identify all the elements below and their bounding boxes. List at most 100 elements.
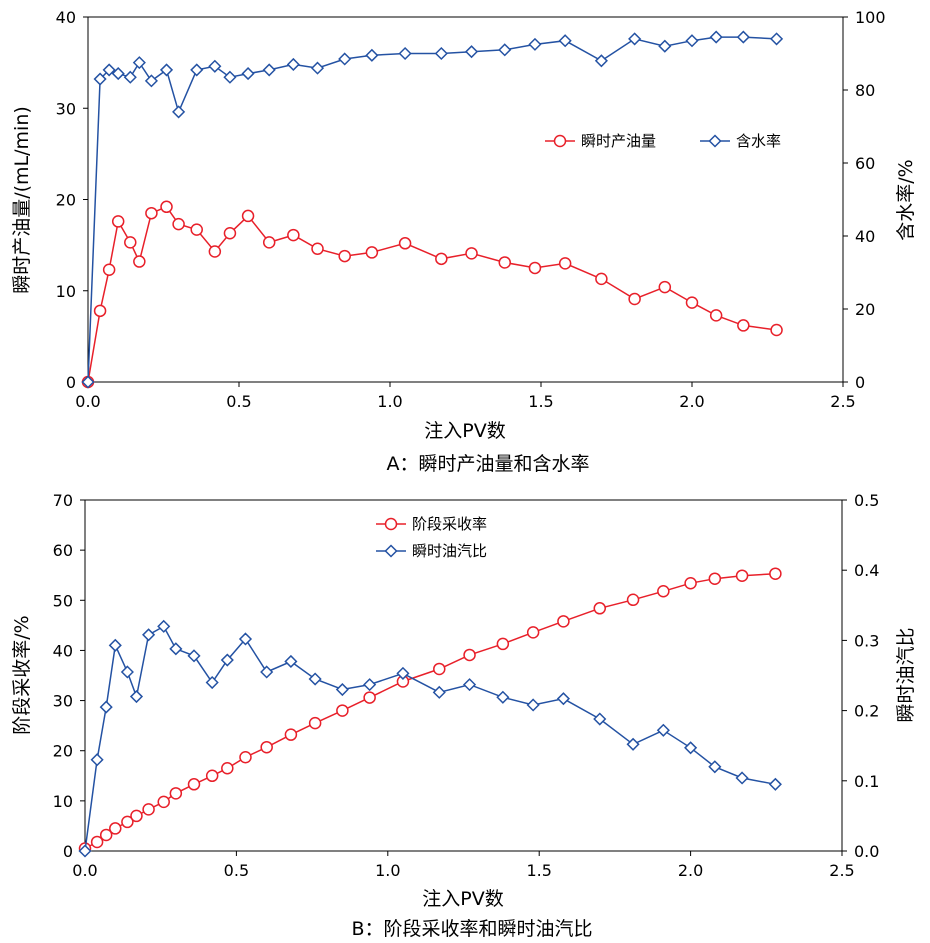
- chart-a-series-1-point: [365, 48, 379, 62]
- chart-b-series-1-point: [205, 675, 219, 690]
- chart-b: 0.0 0.5 1.0 1.5 2.0 2.5 0 10 20 30 40 50 60 70 0.0 0.1 0…: [11, 491, 917, 940]
- chart-a-series-1-point: [310, 61, 325, 75]
- chart-b-series-0-point: [684, 576, 697, 590]
- chart-b-series-1-point: [238, 632, 253, 646]
- chart-b-xtick-label: 1.5: [526, 861, 551, 880]
- chart-a-series-0-point: [133, 255, 146, 268]
- chart-b-xtick-label: 0.5: [224, 861, 249, 880]
- chart-b-series-0-point: [109, 822, 122, 835]
- chart-a-series-0-point: [111, 215, 125, 228]
- chart-b-series-0-point: [526, 626, 540, 639]
- chart-a-series-1-point: [464, 45, 479, 59]
- chart-a-y2tick-label: 60: [855, 154, 875, 173]
- chart-b-caption: B：阶段采收率和瞬时油汽比: [351, 918, 592, 940]
- chart-b-series-1-point: [78, 844, 92, 858]
- chart-a-y2tick-label: 40: [855, 227, 875, 246]
- chart-b-ylabel: 阶段采收率/%: [11, 615, 33, 734]
- chart-b-series-1-point: [220, 653, 234, 667]
- chart-a-series-1-point: [159, 63, 174, 77]
- chart-b-series-1-point: [593, 712, 607, 726]
- chart-a-series-0-point: [287, 228, 300, 242]
- chart-b-series-1-point: [496, 690, 510, 704]
- legend-a-water-cut-marker: [708, 134, 722, 148]
- chart-b-series-1-point: [432, 685, 446, 699]
- chart-b-ytick-label: 70: [53, 491, 73, 510]
- chart-a-series-1-point: [286, 57, 300, 72]
- chart-b-series-1-point: [735, 771, 749, 785]
- chart-b-series-1-point: [142, 628, 156, 642]
- chart-a-series-1-point: [685, 34, 699, 48]
- chart-a-ytick-label: 10: [56, 282, 76, 301]
- chart-a-series-1-point: [262, 63, 276, 77]
- chart-a-series-0-point: [145, 206, 158, 220]
- legend-a-water-cut: 含水率: [700, 132, 781, 150]
- chart-b-y2tick-label: 0.4: [854, 561, 879, 580]
- chart-a-series-0-point: [102, 263, 116, 277]
- legend-b-oil-steam-ratio-label: 瞬时油汽比: [412, 542, 487, 560]
- chart-b-xlabel: 注入PV数: [422, 888, 503, 910]
- chart-b-series-0-point: [626, 593, 640, 607]
- chart-a-series-0-point: [190, 223, 203, 236]
- chart-b-series-0-point: [463, 648, 476, 662]
- legend-a-oil-rate-label: 瞬时产油量: [581, 132, 656, 150]
- chart-b-ytick-label: 40: [53, 641, 73, 660]
- chart-a-ytick-label: 30: [56, 99, 76, 118]
- chart-a-series-1-point: [736, 30, 750, 44]
- chart-b-series-1-point: [129, 689, 144, 704]
- chart-b-series-1-point: [169, 642, 183, 656]
- chart-a-series-0-point: [595, 272, 608, 286]
- chart-a-series-1-point: [709, 30, 723, 44]
- chart-a-series-0-point: [435, 252, 448, 266]
- chart-a-series-0-point: [558, 257, 572, 270]
- chart-b-xtick-label: 2.0: [678, 861, 703, 880]
- chart-b-series-0-point: [308, 716, 322, 730]
- chart-b-series-1-point: [157, 619, 171, 633]
- chart-a-series-0-point: [338, 249, 351, 263]
- chart-a-series-0-point: [737, 319, 750, 332]
- chart-a-series-0-point: [709, 309, 723, 322]
- chart-b-series-0-point: [169, 787, 183, 800]
- chart-a: 0.0 0.5 1.0 1.5 2.0 2.5010203040020406080100 …: [11, 8, 917, 475]
- legend-b-recovery: 阶段采收率: [376, 515, 487, 533]
- chart-a-series-0-point: [311, 242, 324, 256]
- chart-b-series-0-line: [84, 572, 776, 850]
- chart-b-xtick-label: 1.0: [375, 861, 400, 880]
- chart-a-xtick-label: 1.0: [377, 392, 402, 411]
- chart-b-series-0-point: [708, 572, 722, 585]
- chart-b-series-0-point: [205, 769, 219, 783]
- chart-a-xtick-label: 0.5: [226, 392, 251, 411]
- chart-a-xtick-label: 0.0: [75, 392, 100, 411]
- chart-a-series-0-point: [223, 227, 237, 240]
- chart-a-y2label: 含水率/%: [895, 159, 917, 240]
- legend-b-oil-steam-ratio: 瞬时油汽比: [376, 542, 487, 560]
- chart-b-series-1-line: [84, 625, 776, 852]
- chart-a-y2tick-label: 80: [855, 81, 875, 100]
- chart-a-series-0-point: [93, 304, 107, 318]
- chart-b-series-0-point: [99, 828, 113, 842]
- chart-b-series-0-point: [90, 835, 104, 849]
- chart-b-xtick-label: 0.0: [72, 861, 97, 880]
- chart-b-series-0-point: [735, 569, 749, 582]
- chart-b-series-1-point: [684, 741, 698, 755]
- chart-b-y2tick-label: 0.5: [854, 491, 879, 510]
- chart-b-series-0-point: [433, 662, 446, 676]
- chart-a-xtick-label: 2.0: [679, 392, 704, 411]
- chart-b-series-0-point: [121, 815, 134, 829]
- chart-b-series-0-point: [496, 637, 510, 651]
- chart-a-series-0-point: [124, 236, 137, 249]
- chart-a-series-1-point: [434, 46, 448, 61]
- chart-a-series-1-point: [123, 70, 137, 84]
- chart-a-series-1-point: [628, 32, 642, 46]
- chart-a-series-1-point: [398, 46, 412, 61]
- chart-a-series-1-point: [172, 105, 186, 119]
- chart-b-series-1-point: [260, 665, 274, 679]
- chart-b-series-0-point: [130, 809, 143, 823]
- chart-b-series-0-point: [593, 602, 607, 615]
- chart-b-series-1-point: [656, 723, 670, 737]
- chart-a-series-1-point: [111, 67, 125, 81]
- chart-a-series-1-point: [223, 70, 237, 84]
- chart-a-series-0-point: [498, 256, 512, 269]
- chart-b-series-1-point: [526, 698, 540, 712]
- chart-a-series-1-point: [594, 54, 608, 68]
